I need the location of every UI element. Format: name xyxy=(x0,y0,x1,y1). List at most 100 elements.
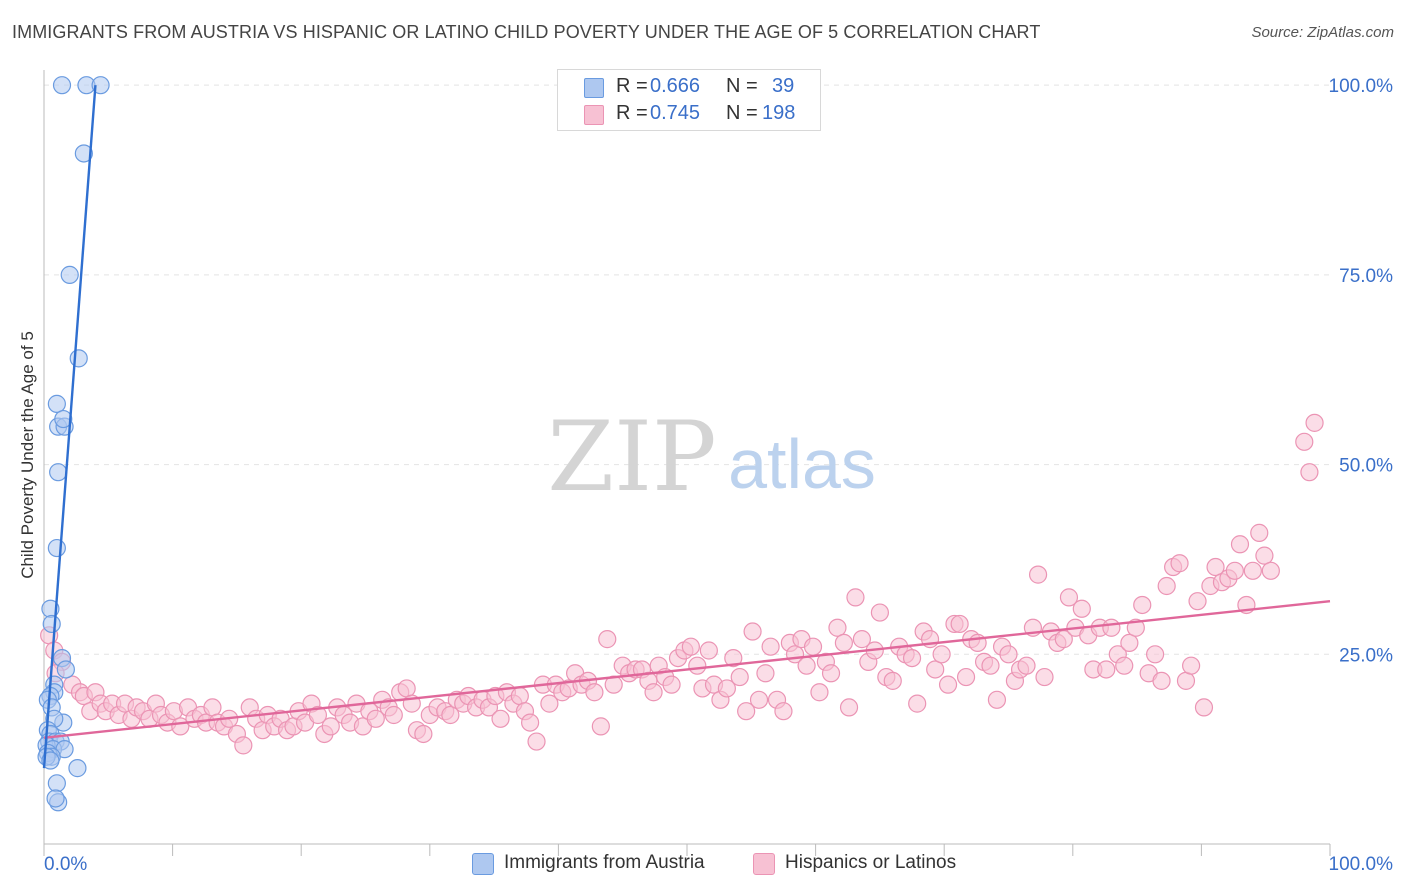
legend-n-value: 198 xyxy=(762,102,796,124)
hispanics-point xyxy=(1188,592,1207,611)
austria-point xyxy=(41,751,60,770)
austria-point xyxy=(52,76,72,95)
hispanics-point xyxy=(908,694,927,713)
hispanics-point xyxy=(932,645,951,664)
hispanics-point xyxy=(414,724,433,744)
x-tick-label-min: 0.0% xyxy=(44,854,87,875)
hispanics-point xyxy=(743,622,762,641)
hispanics-point xyxy=(1295,432,1314,451)
watermark-zip: ZIP xyxy=(547,401,716,513)
hispanics-point xyxy=(1133,595,1152,615)
legend-n-value: 39 xyxy=(772,75,795,97)
hispanics-point xyxy=(1250,523,1269,542)
hispanics-point xyxy=(1170,554,1189,573)
watermark-atlas: atlas xyxy=(728,425,876,503)
y-tick-label: 25.0% xyxy=(1339,645,1393,666)
hispanics-point xyxy=(846,588,865,607)
bottom-legend-swatch-austria xyxy=(472,853,494,875)
y-tick-labels: 25.0% 50.0% 75.0% 100.0% xyxy=(1329,76,1394,666)
hispanics-point xyxy=(956,667,976,687)
hispanics-point xyxy=(308,705,328,725)
hispanics-point xyxy=(644,683,663,702)
legend-row-austria: R = 0.666 N = 39 xyxy=(558,75,820,101)
hispanics-point xyxy=(662,675,681,694)
hispanics-point xyxy=(756,664,775,683)
hispanics-point xyxy=(234,736,253,755)
hispanics-point xyxy=(1261,561,1280,580)
hispanics-point xyxy=(1126,618,1145,637)
hispanics-point xyxy=(803,637,823,656)
hispanics-point xyxy=(397,679,416,698)
hispanics-point xyxy=(540,694,559,713)
bottom-legend-label-hispanics: Hispanics or Latinos xyxy=(785,852,957,873)
hispanics-point xyxy=(938,675,958,694)
bottom-legend-label-austria: Immigrants from Austria xyxy=(504,852,705,873)
hispanics-point xyxy=(1225,561,1244,580)
legend-n-label: N = xyxy=(726,75,758,97)
hispanics-point xyxy=(834,633,853,653)
hispanics-point xyxy=(591,717,610,736)
y-tick-label: 100.0% xyxy=(1329,76,1394,97)
watermark: ZIP atlas xyxy=(547,401,876,513)
x-ticks xyxy=(43,844,1331,856)
hispanics-point xyxy=(724,648,743,668)
legend-r-label: R = xyxy=(616,75,648,97)
hispanics-point xyxy=(987,690,1007,709)
gridlines xyxy=(44,84,1330,655)
hispanics-point xyxy=(821,664,841,683)
hispanics-point xyxy=(1194,698,1214,717)
hispanics-point xyxy=(366,709,385,728)
hispanics-point xyxy=(491,709,510,728)
hispanics-point xyxy=(1097,660,1116,679)
hispanics-point xyxy=(1206,557,1225,577)
legend-r-value: 0.666 xyxy=(650,75,701,97)
y-tick-label: 75.0% xyxy=(1339,266,1393,287)
hispanics-point xyxy=(749,690,769,709)
austria-point xyxy=(68,759,87,778)
hispanics-point xyxy=(1243,561,1262,580)
hispanics-point xyxy=(902,648,922,668)
hispanics-point xyxy=(883,671,902,690)
austria-point xyxy=(46,789,65,808)
legend-r-label: R = xyxy=(616,102,648,124)
austria-point xyxy=(42,614,61,634)
hispanics-point xyxy=(1072,599,1091,618)
hispanics-point xyxy=(1305,413,1324,432)
hispanics-point xyxy=(441,705,460,725)
austria-point xyxy=(60,265,79,284)
hispanics-point xyxy=(1146,645,1165,664)
bottom-legend-hispanics: Hispanics or Latinos xyxy=(753,852,983,878)
hispanics-point xyxy=(1059,588,1079,607)
hispanics-point xyxy=(737,702,756,721)
hispanics-point xyxy=(950,614,969,634)
hispanics-point xyxy=(1300,463,1319,482)
correlation-legend: R = 0.666 N = 39 R = 0.745 N = 198 xyxy=(557,69,821,131)
trend-lines xyxy=(42,85,1331,769)
y-tick-label: 50.0% xyxy=(1339,456,1393,477)
hispanics-point xyxy=(981,656,1000,675)
hispanics-point xyxy=(1230,535,1250,554)
hispanics-point xyxy=(839,698,859,717)
hispanics-point xyxy=(510,686,529,706)
austria-point xyxy=(49,463,68,482)
hispanics-point xyxy=(1017,656,1036,675)
bottom-legend-austria: Immigrants from Austria xyxy=(472,852,732,878)
hispanics-point xyxy=(681,637,700,656)
legend-row-hispanics: R = 0.745 N = 198 xyxy=(558,102,820,128)
hispanics-point xyxy=(810,683,829,702)
hispanics-point xyxy=(384,705,403,725)
austria-point xyxy=(47,394,66,413)
hispanics-point xyxy=(774,702,793,721)
hispanics-point xyxy=(1035,667,1054,687)
y-axis-label: Child Poverty Under the Age of 5 xyxy=(18,331,37,579)
hispanics-point xyxy=(585,683,604,702)
source-label: Source: ZipAtlas.com xyxy=(1251,24,1394,41)
chart-title: IMMIGRANTS FROM AUSTRIA VS HISPANIC OR L… xyxy=(12,22,1041,42)
hispanics-point xyxy=(1120,633,1139,653)
hispanics-point xyxy=(1152,671,1171,690)
legend-swatch-hispanics xyxy=(584,105,604,125)
legend-swatch-austria xyxy=(584,78,604,98)
hispanics-point xyxy=(761,637,780,656)
hispanics-point xyxy=(828,618,847,637)
bottom-legend-swatch-hispanics xyxy=(753,853,775,875)
